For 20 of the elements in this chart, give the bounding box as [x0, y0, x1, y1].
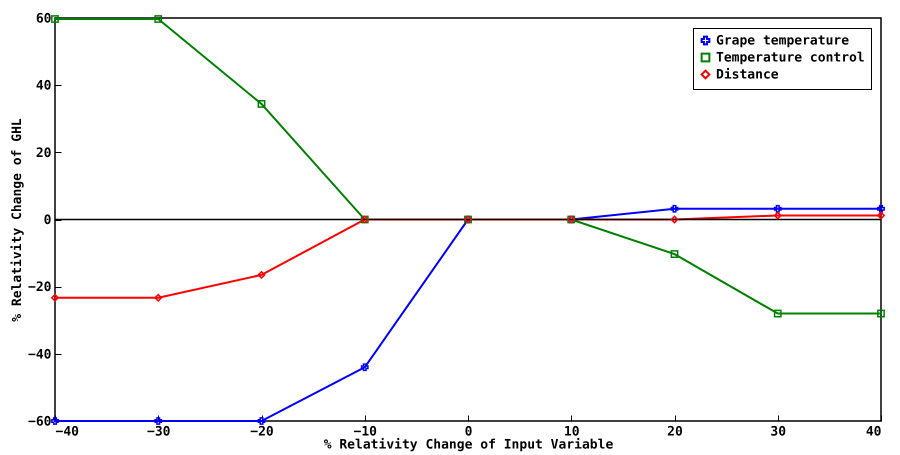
x-tick-label: −30 [147, 424, 171, 440]
y-tick-label: −40 [28, 347, 52, 362]
y-tick-label: 60 [36, 12, 52, 26]
legend-label: Distance [716, 68, 779, 82]
y-tick-label: −20 [28, 280, 52, 296]
x-tick-label: 30 [770, 424, 786, 440]
y-tick-label: 40 [36, 78, 52, 94]
x-tick-label: −10 [354, 424, 378, 440]
x-tick-label: 20 [667, 424, 683, 440]
y-tick-label: 0 [44, 213, 52, 228]
y-tick-label: 20 [36, 146, 52, 161]
y-tick-label: −60 [28, 414, 52, 430]
x-tick-label: 40 [866, 424, 882, 440]
x-axis-title: % Relativity Change of Input Variable [324, 438, 614, 452]
x-tick-label: 0 [464, 424, 473, 440]
legend-label: Temperature control [716, 50, 865, 66]
x-tick-label: −40 [56, 424, 80, 440]
legend-label: Grape temperature [716, 34, 850, 48]
x-tick-label: −20 [250, 424, 274, 440]
y-axis-title: % Relativity Change of GHL [10, 118, 26, 322]
